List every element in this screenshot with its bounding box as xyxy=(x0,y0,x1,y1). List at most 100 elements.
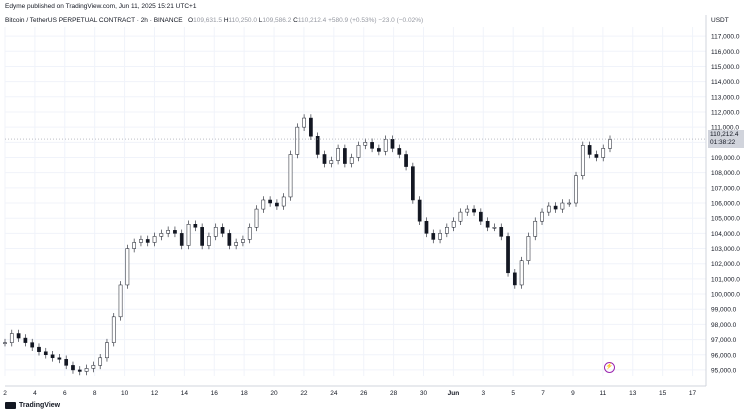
candle-body xyxy=(512,272,517,286)
candle-body xyxy=(438,233,442,240)
x-tick-label: 14 xyxy=(181,390,189,397)
candle-body xyxy=(451,220,456,228)
candle-body xyxy=(152,236,157,243)
y-tick-label: 106,000.0 xyxy=(711,201,740,208)
candle-body xyxy=(377,148,381,152)
candle-body xyxy=(186,224,191,246)
x-tick-label: 22 xyxy=(300,390,308,397)
x-tick-label: 2 xyxy=(3,390,7,397)
y-tick-label: 117,000.0 xyxy=(711,34,740,41)
candle-body xyxy=(37,346,41,352)
candle-body xyxy=(261,199,266,210)
candle-body xyxy=(492,227,497,229)
x-tick-label: 28 xyxy=(390,390,398,397)
x-tick-label: 6 xyxy=(63,390,67,397)
candle-body xyxy=(173,230,177,234)
candle-body xyxy=(587,145,592,155)
candle-body xyxy=(281,196,286,207)
candle-body xyxy=(43,351,48,356)
close-label: C xyxy=(293,17,298,24)
candle-body xyxy=(445,227,449,234)
y-tick-label: 108,000.0 xyxy=(711,170,740,177)
candle-body xyxy=(16,333,21,339)
candle-body xyxy=(254,208,259,228)
candle-body xyxy=(383,139,388,152)
candle-body xyxy=(84,368,89,372)
candle-body xyxy=(275,202,279,207)
candle-body xyxy=(574,175,578,204)
high-value: 110,250.0 xyxy=(228,17,257,24)
candle-body xyxy=(302,117,306,128)
currency-label: USDT xyxy=(711,17,729,24)
y-tick-label: 113,000.0 xyxy=(711,94,740,101)
open-value: 109,631.5 xyxy=(193,17,223,24)
y-tick-label: 116,000.0 xyxy=(711,49,740,56)
candle-body xyxy=(580,145,585,176)
candle-body xyxy=(560,202,565,210)
candle-body xyxy=(111,316,116,343)
candle-body xyxy=(159,233,164,237)
candle-body xyxy=(458,211,463,222)
candle-body xyxy=(9,333,14,343)
candle-body xyxy=(132,242,137,249)
candle-body xyxy=(295,126,300,155)
candle-body xyxy=(608,139,612,149)
brand-footer[interactable]: TradingView xyxy=(5,402,60,409)
candle-body xyxy=(329,160,334,164)
y-tick-label: 111,000.0 xyxy=(711,125,739,132)
candle-body xyxy=(98,357,103,366)
x-tick-label: 16 xyxy=(211,390,219,397)
candle-body xyxy=(411,166,415,201)
last-price: 110,212.4 xyxy=(710,131,739,138)
candle-body xyxy=(64,359,69,366)
y-tick-label: 97,000.0 xyxy=(711,337,737,344)
candle-body xyxy=(417,199,422,222)
candle-body xyxy=(166,230,170,234)
x-tick-label: 17 xyxy=(689,390,697,397)
candle-body xyxy=(105,342,109,359)
candle-body xyxy=(145,239,150,243)
candle-body xyxy=(553,205,558,210)
x-tick-label: 3 xyxy=(481,390,485,397)
x-tick-label: 4 xyxy=(33,390,37,397)
x-tick-label: 13 xyxy=(629,390,637,397)
volume-change-value: −23.0 (−0.02%) xyxy=(378,17,424,24)
y-tick-label: 114,000.0 xyxy=(711,79,740,86)
candle-body xyxy=(404,154,408,167)
open-label: O xyxy=(188,17,194,24)
candle-body xyxy=(125,248,130,286)
candle-body xyxy=(91,365,96,369)
close-value: 110,212.4 xyxy=(297,17,327,24)
candle-body xyxy=(349,157,354,164)
symbol-title: Bitcoin / TetherUS PERPETUAL CONTRACT · … xyxy=(5,17,183,24)
y-tick-label: 98,000.0 xyxy=(711,322,737,329)
candle-body xyxy=(506,236,510,274)
x-tick-label: 10 xyxy=(121,390,129,397)
bar-countdown: 01:38:22 xyxy=(710,139,736,146)
candle-body xyxy=(220,227,225,234)
candle-body xyxy=(343,148,347,164)
x-tick-label: 20 xyxy=(270,390,278,397)
candle-body xyxy=(533,220,538,237)
y-tick-label: 96,000.0 xyxy=(711,352,737,359)
candle-body xyxy=(519,260,524,286)
candle-body xyxy=(241,239,245,243)
candle-body xyxy=(363,142,368,146)
last-price-tag: 110,212.4 01:38:22 xyxy=(708,130,744,148)
x-tick-label: 11 xyxy=(599,390,606,397)
y-tick-label: 100,000.0 xyxy=(711,292,740,299)
y-tick-label: 102,000.0 xyxy=(711,261,740,268)
candle-body xyxy=(431,233,436,240)
x-tick-label: Jun xyxy=(448,390,460,397)
lightning-icon[interactable]: ⚡ xyxy=(604,362,615,373)
x-tick-label: 7 xyxy=(541,390,545,397)
x-tick-label: 26 xyxy=(360,390,368,397)
y-tick-label: 112,000.0 xyxy=(711,109,740,116)
x-tick-label: 15 xyxy=(659,390,667,397)
candle-body xyxy=(3,342,7,344)
candle-body xyxy=(526,236,531,261)
y-tick-label: 109,000.0 xyxy=(711,155,740,162)
y-tick-label: 101,000.0 xyxy=(711,276,740,283)
y-tick-label: 115,000.0 xyxy=(711,64,740,71)
